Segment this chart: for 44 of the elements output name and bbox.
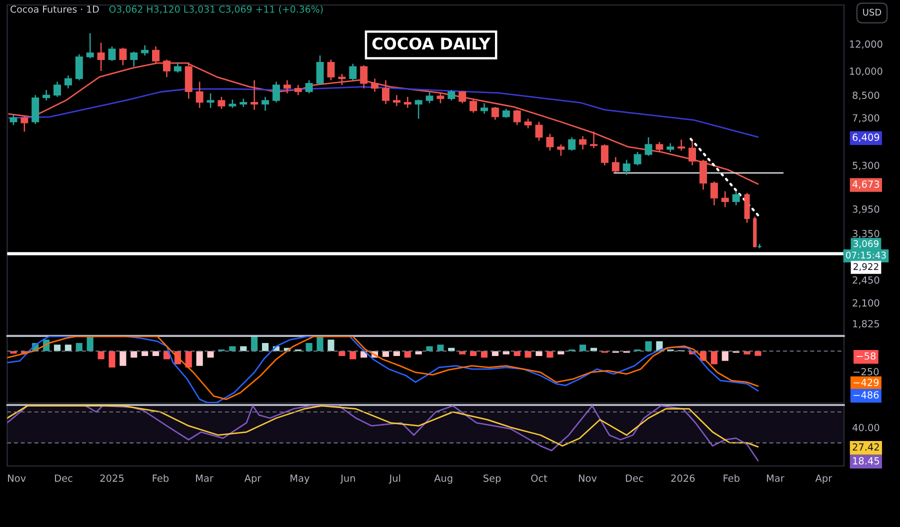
y-tick-label: 18.45 (853, 457, 880, 465)
x-tick-label: Feb (724, 474, 740, 482)
x-tick-label: Feb (152, 474, 169, 482)
x-tick-label: Oct (531, 474, 548, 482)
text: 07:15:43 (846, 252, 886, 259)
x-tick-label: 2026 (671, 474, 695, 482)
y-tick-label: 4,673 (852, 180, 880, 189)
text: USD (863, 8, 882, 16)
annotation: O3,062 H3,120 L3,031 C3,069 +11 (+0.36%) (109, 5, 323, 14)
y-tick-label: 2,100 (852, 299, 880, 308)
x-tick-label: Apr (244, 474, 262, 484)
x-tick-label: Mar (196, 474, 214, 482)
y-tick-label: −429 (854, 378, 879, 386)
x-tick-label: Dec (626, 474, 644, 482)
text: 3,069 (854, 240, 878, 248)
x-tick-label: 2025 (100, 474, 124, 482)
y-tick-label: −250 (854, 368, 879, 376)
y-tick-label: 8,500 (852, 92, 880, 100)
y-tick-label: −58 (856, 352, 876, 360)
x-tick-label: Apr (815, 474, 832, 484)
x-tick-label: Jun (340, 474, 355, 484)
y-tick-label: 3,950 (852, 205, 880, 214)
x-tick-label: Sep (484, 474, 501, 484)
y-tick-label: 6,409 (852, 134, 880, 142)
y-tick-label: 7,300 (852, 114, 880, 123)
x-tick-label: Nov (8, 474, 26, 482)
y-tick-label: 2,450 (852, 276, 880, 285)
x-tick-label: Jul (388, 474, 400, 484)
y-tick-label: 3,350 (852, 230, 880, 238)
y-tick-label: 1,825 (853, 320, 880, 328)
y-tick-label: 40.00 (852, 424, 880, 432)
x-tick-label: Mar (766, 474, 784, 482)
y-tick-label: 12,000 (850, 40, 882, 49)
text: COCOA DAILY (372, 37, 491, 50)
y-tick-label: 27.42 (852, 443, 879, 451)
y-tick-label: 10,000 (850, 68, 882, 76)
chart-subtitle: Cocoa Futures · 1D (10, 6, 99, 13)
x-tick-label: Nov (578, 474, 597, 482)
x-tick-label: Dec (55, 474, 72, 482)
ref-line-label: 2,922 (854, 263, 878, 272)
y-tick-label: 5,300 (852, 162, 880, 170)
x-tick-label: Aug (434, 474, 452, 484)
y-tick-label: −486 (854, 391, 879, 399)
x-tick-label: May (290, 474, 310, 484)
